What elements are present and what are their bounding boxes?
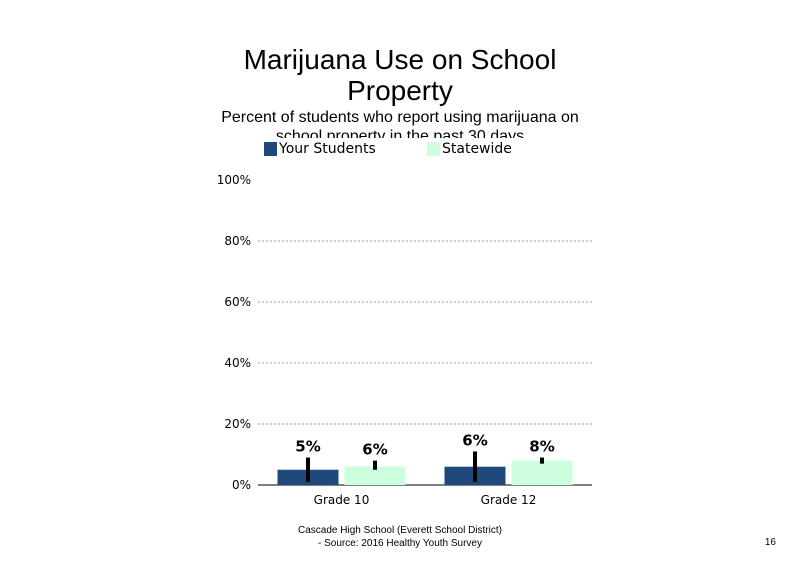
legend-label-your-students: Your Students — [279, 141, 376, 157]
page-number: 16 — [764, 537, 776, 548]
y-tick-label: 100% — [217, 173, 251, 187]
footer-source: - Source: 2016 Healthy Youth Survey — [318, 538, 482, 549]
y-tick-label: 40% — [224, 356, 251, 370]
y-tick-label: 0% — [232, 478, 251, 492]
legend-swatch-your-students — [264, 142, 277, 156]
bar-statewide — [511, 460, 573, 485]
chart-subtitle: Percent of students who report using mar… — [221, 109, 579, 138]
legend-label-statewide: Statewide — [442, 141, 512, 157]
data-label-your-students: 6% — [462, 431, 487, 449]
y-tick-label: 60% — [224, 295, 251, 309]
chart-title: Marijuana Use on School Property — [243, 44, 557, 106]
data-label-statewide: 6% — [362, 441, 387, 459]
x-tick-label: Grade 12 — [481, 493, 537, 507]
y-tick-label: 80% — [224, 234, 251, 248]
x-tick-label: Grade 10 — [314, 493, 370, 507]
data-label-statewide: 8% — [529, 438, 554, 456]
legend: Your Students Statewide — [0, 140, 800, 158]
data-label-your-students: 5% — [295, 438, 320, 456]
y-tick-label: 20% — [224, 417, 251, 431]
legend-swatch-statewide — [427, 142, 440, 156]
bar-statewide — [344, 466, 406, 485]
footer-school: Cascade High School (Everett School Dist… — [298, 525, 502, 536]
